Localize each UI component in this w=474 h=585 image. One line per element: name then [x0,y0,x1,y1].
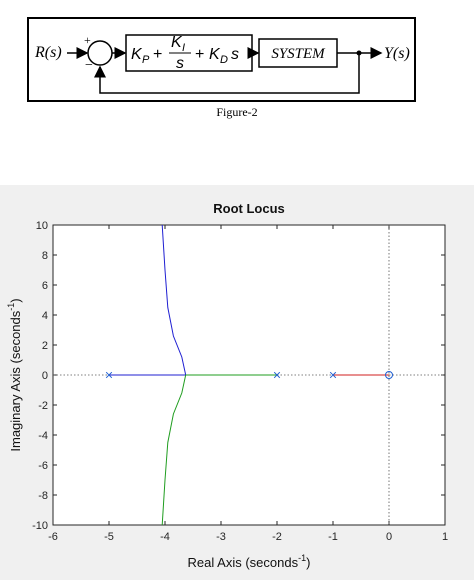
locus-branch-0 [161,224,187,376]
kd-subscript: D [220,54,228,66]
pole-marker [273,371,281,379]
chart-title: Root Locus [213,201,285,216]
block-diagram: R(s) + − K P + K I s + K D s SYSTEM [27,17,416,102]
y-tick-label: -8 [38,490,48,502]
x-tick-label: -5 [104,531,114,543]
plus-sign: + [84,33,91,47]
y-tick-label: -2 [38,400,48,412]
x-tick-label: -1 [328,531,338,543]
output-label: Y(s) [384,45,410,62]
y-tick-label: 2 [42,340,48,352]
ki-denominator: s [176,55,184,72]
pole-marker [105,371,113,379]
x-tick-label: -6 [48,531,58,543]
plus-one: + [153,46,162,63]
locus-branches [109,224,389,526]
kp-subscript: P [142,54,150,66]
pid-expression: K P + K I s + K D s [131,34,239,72]
feedback-path [94,53,360,94]
y-tick-label: -10 [32,520,48,532]
x-tick-label: 1 [442,531,448,543]
y-tick-label: -4 [38,430,48,442]
x-tick-label: -4 [160,531,170,543]
y-tick-label: 8 [42,250,48,262]
block-diagram-svg: R(s) + − K P + K I s + K D s SYSTEM [34,33,410,94]
kd-symbol: K [209,46,221,63]
pole-zero-markers [105,371,393,379]
root-locus-chart: Root Locus -6 -5 -4 -3 -2 -1 0 11086420-2-4-6-8… [6,201,448,570]
root-locus-figure: Root Locus -6 -5 -4 -3 -2 -1 0 1 10 8 6 4 2 0 -2 -4 -6 -8… [0,185,474,580]
kd-s: s [231,46,239,63]
zero-marker [385,371,393,379]
y-tick-label: 6 [42,280,48,292]
ki-symbol: K [171,34,183,51]
system-label: SYSTEM [271,46,326,62]
x-tick-label: 0 [386,531,392,543]
kp-symbol: K [131,46,143,63]
y-tick-label: 0 [42,370,48,382]
plus-two: + [195,46,204,63]
y-tick-label: 10 [36,220,48,232]
y-axis-label: Imaginary Axis (seconds-1) [6,298,23,451]
pole-marker [329,371,337,379]
locus-branch-3 [161,374,187,526]
figure-caption: Figure-2 [216,105,258,119]
y-tick-label: 4 [42,310,48,322]
y-tick-label: -6 [38,460,48,472]
input-label: R(s) [34,44,62,61]
x-tick-label: -2 [272,531,282,543]
x-tick-label: -3 [216,531,226,543]
ki-subscript: I [182,42,185,54]
x-axis-label: Real Axis (seconds-1) [188,553,311,570]
system-block [258,38,338,68]
minus-sign: − [85,58,93,73]
